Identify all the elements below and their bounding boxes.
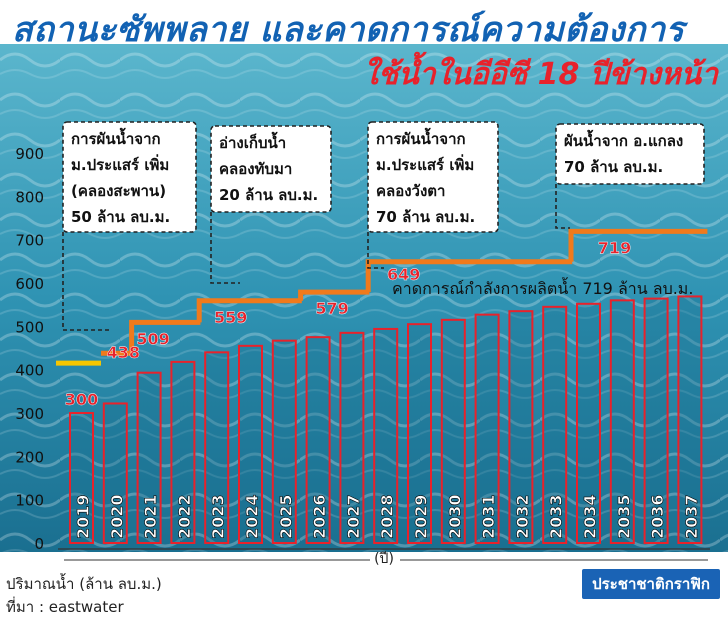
y-tick-label: 600 <box>15 275 44 293</box>
x-tick-label: 2034 <box>581 494 600 539</box>
x-tick-label: 2035 <box>614 494 633 539</box>
y-tick-label: 700 <box>15 232 44 250</box>
bar <box>440 318 466 545</box>
y-tick-label: 400 <box>15 362 44 380</box>
annotation-text: คลองวังตา <box>376 182 445 200</box>
annotation-text: ม.ประแสร์ เพิ่ม <box>376 154 474 174</box>
annotation-text: คลองทับมา <box>219 160 292 178</box>
bar <box>407 323 432 544</box>
chart-subtitle: ใช้น้ำในอีอีซี 18 ปีข้างหน้า <box>363 51 719 92</box>
annotation-leader <box>210 212 240 284</box>
annotation-text: 70 ล้าน ลบ.ม. <box>376 208 475 226</box>
y-tick-label: 200 <box>15 448 44 466</box>
step-value-label: 509 <box>136 329 169 348</box>
bar <box>474 313 500 544</box>
bar <box>102 402 128 545</box>
annotation-text: การผันน้ำจาก <box>71 127 161 148</box>
supply-line <box>56 228 708 366</box>
bar <box>271 339 297 544</box>
x-tick-label: 2023 <box>209 494 228 539</box>
y-tick-label: 900 <box>15 145 44 163</box>
annotation-box <box>555 123 705 185</box>
annotation-text: (คลองสะพาน) <box>71 182 166 200</box>
step-value-label: 438 <box>107 343 140 362</box>
annotation-text: ม.ประแสร์ เพิ่ม <box>71 154 169 174</box>
y-tick-label: 300 <box>15 405 44 423</box>
x-tick-label: 2022 <box>175 494 194 539</box>
y-tick-label: 100 <box>15 492 44 510</box>
step-value-label: 719 <box>598 238 631 257</box>
bar <box>609 299 635 545</box>
supply-line-path <box>101 228 708 356</box>
annotation-text: 70 ล้าน ลบ.ม. <box>564 158 663 176</box>
annotation-text: การผันน้ำจาก <box>376 127 466 148</box>
annotation-leader <box>367 232 384 269</box>
x-tick-label: 2036 <box>648 494 667 539</box>
x-tick-label: 2024 <box>243 494 262 539</box>
step-value-label: 649 <box>387 265 420 284</box>
bar <box>508 310 534 544</box>
x-axis-label: (ปี) <box>374 551 394 567</box>
x-tick-label: 2032 <box>513 494 532 539</box>
bar <box>576 302 601 544</box>
x-tick-label: 2021 <box>141 494 160 539</box>
step-value-label: 559 <box>214 308 247 327</box>
bar <box>542 305 568 545</box>
annotation-text: อ่างเก็บน้ำ <box>219 131 286 152</box>
bar <box>305 336 331 544</box>
step-value-label: 579 <box>315 299 348 318</box>
x-tick-label: 2020 <box>107 494 126 539</box>
bar <box>238 344 263 545</box>
annotation-box <box>210 125 332 213</box>
source-note: ที่มา : eastwater <box>6 598 124 616</box>
x-tick-label: 2031 <box>479 494 498 539</box>
bar <box>69 412 94 544</box>
step-value-label: 300 <box>65 390 98 409</box>
bar <box>677 295 703 544</box>
x-tick-label: 2019 <box>74 494 93 539</box>
annotation-leader <box>62 232 112 331</box>
annotation-box <box>367 121 499 233</box>
x-tick-label: 2025 <box>276 494 295 539</box>
bar <box>339 331 365 545</box>
x-tick-label: 2033 <box>547 494 566 539</box>
x-tick-label: 2029 <box>412 494 431 539</box>
bar <box>643 297 669 544</box>
annotation-leader <box>555 184 570 229</box>
x-tick-label: 2028 <box>378 494 397 539</box>
annotation-text: 50 ล้าน ลบ.ม. <box>71 208 170 226</box>
y-axis: 0 100 200 300 400 500 600 700 800 900 <box>15 145 44 553</box>
x-axis <box>58 548 710 561</box>
bar <box>170 360 196 544</box>
capacity-note: คาดการณ์กำลังการผลิตน้ำ 719 ล้าน ลบ.ม. <box>392 277 693 298</box>
annotation-text: 20 ล้าน ลบ.ม. <box>219 186 318 204</box>
bar <box>373 327 399 544</box>
y-tick-label: 800 <box>15 188 44 206</box>
brand-logo: ประชาชาติกราฟิก <box>582 569 720 599</box>
bar <box>204 351 230 545</box>
x-tick-label: 2026 <box>310 494 329 539</box>
y-axis-label: ปริมาณน้ำ (ล้าน ลบ.ม.) <box>6 575 162 593</box>
y-tick-label: 500 <box>15 318 44 336</box>
y-tick-label: 0 <box>34 535 44 553</box>
x-tick-label: 2037 <box>682 494 701 539</box>
bars: 2019 2020 2021 2022 2023 2024 2025 2026 2027 2028… <box>69 295 703 545</box>
x-tick-label: 2030 <box>445 494 464 539</box>
x-tick-label: 2027 <box>344 494 363 539</box>
annotation-box <box>62 121 197 233</box>
bar <box>136 371 162 545</box>
annotation-text: ผันน้ำจาก อ.แกลง <box>564 129 683 150</box>
page-title: สถานะซัพพลาย และคาดการณ์ความต้องการ <box>12 10 685 50</box>
